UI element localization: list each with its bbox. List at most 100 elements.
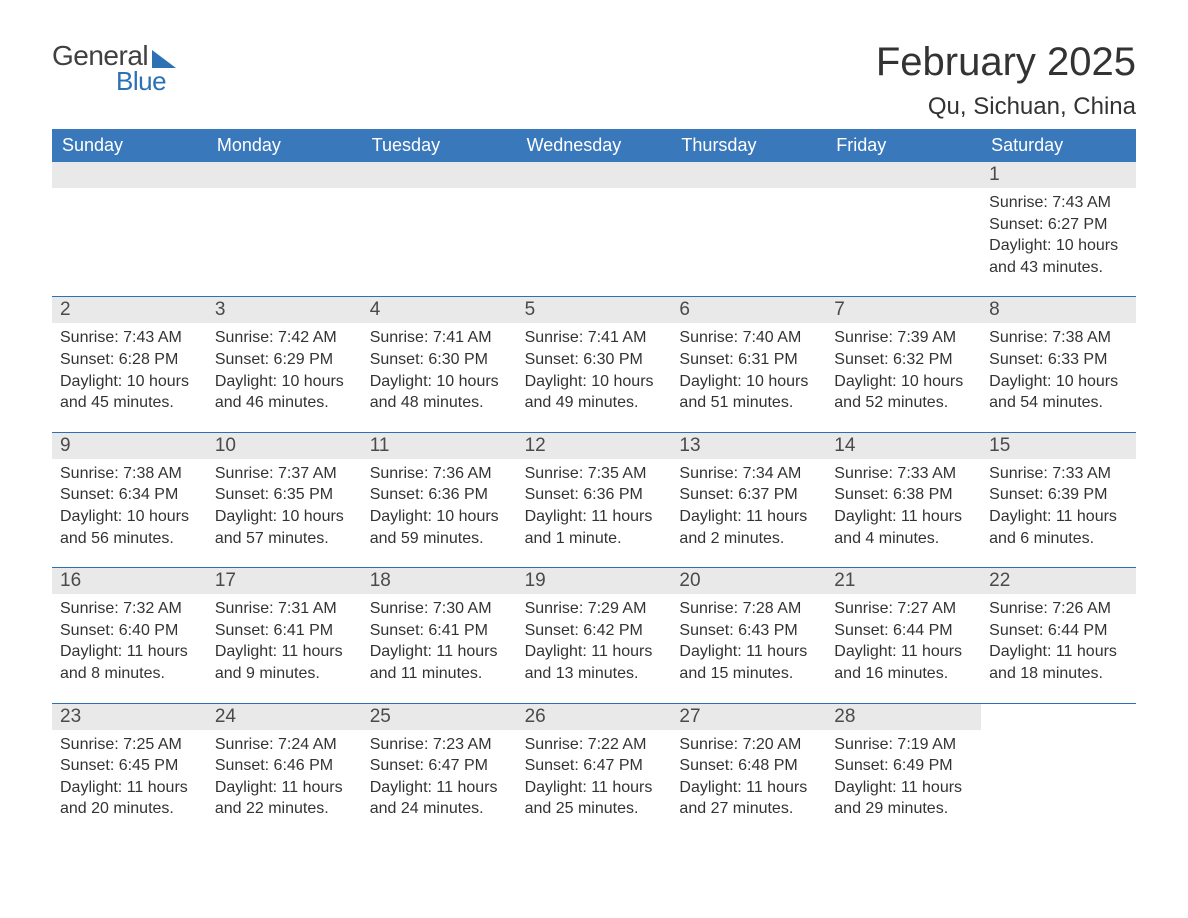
- day-content: Sunrise: 7:43 AMSunset: 6:27 PMDaylight:…: [981, 188, 1136, 278]
- day-cell: 9Sunrise: 7:38 AMSunset: 6:34 PMDaylight…: [52, 433, 207, 567]
- day-number: 7: [834, 299, 845, 320]
- weekday-tuesday: Tuesday: [362, 129, 517, 162]
- sunrise-text: Sunrise: 7:26 AM: [989, 598, 1128, 620]
- weekday-wednesday: Wednesday: [517, 129, 672, 162]
- daylight-text: Daylight: 11 hours and 8 minutes.: [60, 641, 199, 684]
- sunrise-text: Sunrise: 7:36 AM: [370, 463, 509, 485]
- weekday-saturday: Saturday: [981, 129, 1136, 162]
- sunrise-text: Sunrise: 7:42 AM: [215, 327, 354, 349]
- day-cell: 5Sunrise: 7:41 AMSunset: 6:30 PMDaylight…: [517, 297, 672, 431]
- sunrise-text: Sunrise: 7:30 AM: [370, 598, 509, 620]
- day-cell: [671, 162, 826, 296]
- sunset-text: Sunset: 6:37 PM: [679, 484, 818, 506]
- day-number: 26: [525, 706, 546, 727]
- day-cell: 4Sunrise: 7:41 AMSunset: 6:30 PMDaylight…: [362, 297, 517, 431]
- daylight-text: Daylight: 11 hours and 11 minutes.: [370, 641, 509, 684]
- day-cell: 20Sunrise: 7:28 AMSunset: 6:43 PMDayligh…: [671, 568, 826, 702]
- day-number-row: 10: [207, 433, 362, 459]
- day-content: Sunrise: 7:19 AMSunset: 6:49 PMDaylight:…: [826, 730, 981, 820]
- day-content: Sunrise: 7:40 AMSunset: 6:31 PMDaylight:…: [671, 323, 826, 413]
- day-cell: 25Sunrise: 7:23 AMSunset: 6:47 PMDayligh…: [362, 704, 517, 838]
- sunrise-text: Sunrise: 7:23 AM: [370, 734, 509, 756]
- logo-word-blue: Blue: [116, 66, 166, 97]
- day-number: [370, 164, 375, 185]
- day-content: Sunrise: 7:31 AMSunset: 6:41 PMDaylight:…: [207, 594, 362, 684]
- day-content: Sunrise: 7:33 AMSunset: 6:38 PMDaylight:…: [826, 459, 981, 549]
- day-cell: 7 Sunrise: 7:39 AMSunset: 6:32 PMDaylight…: [826, 297, 981, 431]
- day-number: 18: [370, 570, 391, 591]
- logo: General Blue: [52, 40, 176, 97]
- sunrise-text: Sunrise: 7:43 AM: [989, 192, 1128, 214]
- sunset-text: Sunset: 6:42 PM: [525, 620, 664, 642]
- day-number-row: [517, 162, 672, 188]
- daylight-text: Daylight: 11 hours and 27 minutes.: [679, 777, 818, 820]
- day-cell: 8Sunrise: 7:38 AMSunset: 6:33 PMDaylight…: [981, 297, 1136, 431]
- daylight-text: Daylight: 11 hours and 13 minutes.: [525, 641, 664, 684]
- day-number-row: 4: [362, 297, 517, 323]
- day-content: Sunrise: 7:41 AMSunset: 6:30 PMDaylight:…: [362, 323, 517, 413]
- day-cell: 13Sunrise: 7:34 AMSunset: 6:37 PMDayligh…: [671, 433, 826, 567]
- day-number: 17: [215, 570, 236, 591]
- sunrise-text: Sunrise: 7:19 AM: [834, 734, 973, 756]
- daylight-text: Daylight: 10 hours and 57 minutes.: [215, 506, 354, 549]
- day-content: Sunrise: 7:36 AMSunset: 6:36 PMDaylight:…: [362, 459, 517, 549]
- sunset-text: Sunset: 6:35 PM: [215, 484, 354, 506]
- daylight-text: Daylight: 11 hours and 18 minutes.: [989, 641, 1128, 684]
- sunset-text: Sunset: 6:41 PM: [370, 620, 509, 642]
- sunset-text: Sunset: 6:45 PM: [60, 755, 199, 777]
- day-number: 16: [60, 570, 81, 591]
- day-content: Sunrise: 7:35 AMSunset: 6:36 PMDaylight:…: [517, 459, 672, 549]
- daylight-text: Daylight: 10 hours and 49 minutes.: [525, 371, 664, 414]
- daylight-text: Daylight: 10 hours and 56 minutes.: [60, 506, 199, 549]
- day-cell: 23Sunrise: 7:25 AMSunset: 6:45 PMDayligh…: [52, 704, 207, 838]
- day-content: Sunrise: 7:23 AMSunset: 6:47 PMDaylight:…: [362, 730, 517, 820]
- day-number: 23: [60, 706, 81, 727]
- day-number-row: 16: [52, 568, 207, 594]
- sunrise-text: Sunrise: 7:27 AM: [834, 598, 973, 620]
- sunrise-text: Sunrise: 7:32 AM: [60, 598, 199, 620]
- day-cell: 24Sunrise: 7:24 AMSunset: 6:46 PMDayligh…: [207, 704, 362, 838]
- day-number-row: 5: [517, 297, 672, 323]
- sunrise-text: Sunrise: 7:33 AM: [834, 463, 973, 485]
- day-number: 28: [834, 706, 855, 727]
- day-number-row: 11: [362, 433, 517, 459]
- sunrise-text: Sunrise: 7:43 AM: [60, 327, 199, 349]
- day-content: Sunrise: 7:26 AMSunset: 6:44 PMDaylight:…: [981, 594, 1136, 684]
- sunrise-text: Sunrise: 7:33 AM: [989, 463, 1128, 485]
- sunrise-text: Sunrise: 7:20 AM: [679, 734, 818, 756]
- week-row: 1Sunrise: 7:43 AMSunset: 6:27 PMDaylight…: [52, 162, 1136, 296]
- daylight-text: Daylight: 11 hours and 1 minute.: [525, 506, 664, 549]
- sunset-text: Sunset: 6:30 PM: [370, 349, 509, 371]
- day-number-row: 24: [207, 704, 362, 730]
- sunrise-text: Sunrise: 7:34 AM: [679, 463, 818, 485]
- day-number-row: 7: [826, 297, 981, 323]
- day-number-row: 21: [826, 568, 981, 594]
- day-cell: 14 Sunrise: 7:33 AMSunset: 6:38 PMDayligh…: [826, 433, 981, 567]
- day-number: 9: [60, 435, 71, 456]
- sunset-text: Sunset: 6:44 PM: [834, 620, 973, 642]
- day-number: 11: [370, 435, 390, 456]
- day-number-row: 18: [362, 568, 517, 594]
- day-content: Sunrise: 7:22 AMSunset: 6:47 PMDaylight:…: [517, 730, 672, 820]
- day-number-row: 2: [52, 297, 207, 323]
- day-content: Sunrise: 7:39 AMSunset: 6:32 PMDaylight:…: [826, 323, 981, 413]
- day-number: [60, 164, 65, 185]
- daylight-text: Daylight: 11 hours and 20 minutes.: [60, 777, 199, 820]
- daylight-text: Daylight: 11 hours and 29 minutes.: [834, 777, 973, 820]
- week-row: 2Sunrise: 7:43 AMSunset: 6:28 PMDaylight…: [52, 296, 1136, 431]
- sunset-text: Sunset: 6:34 PM: [60, 484, 199, 506]
- title-block: February 2025 Qu, Sichuan, China: [876, 40, 1136, 121]
- week-row: 23Sunrise: 7:25 AMSunset: 6:45 PMDayligh…: [52, 703, 1136, 838]
- day-number: 14: [834, 435, 855, 456]
- day-cell: [362, 162, 517, 296]
- day-number-row: [981, 704, 1136, 708]
- day-number: 3: [215, 299, 226, 320]
- day-number-row: 1: [981, 162, 1136, 188]
- daylight-text: Daylight: 11 hours and 2 minutes.: [679, 506, 818, 549]
- daylight-text: Daylight: 10 hours and 54 minutes.: [989, 371, 1128, 414]
- location-text: Qu, Sichuan, China: [876, 93, 1136, 121]
- sunset-text: Sunset: 6:44 PM: [989, 620, 1128, 642]
- day-cell: 16Sunrise: 7:32 AMSunset: 6:40 PMDayligh…: [52, 568, 207, 702]
- day-number: 5: [525, 299, 536, 320]
- day-number-row: [207, 162, 362, 188]
